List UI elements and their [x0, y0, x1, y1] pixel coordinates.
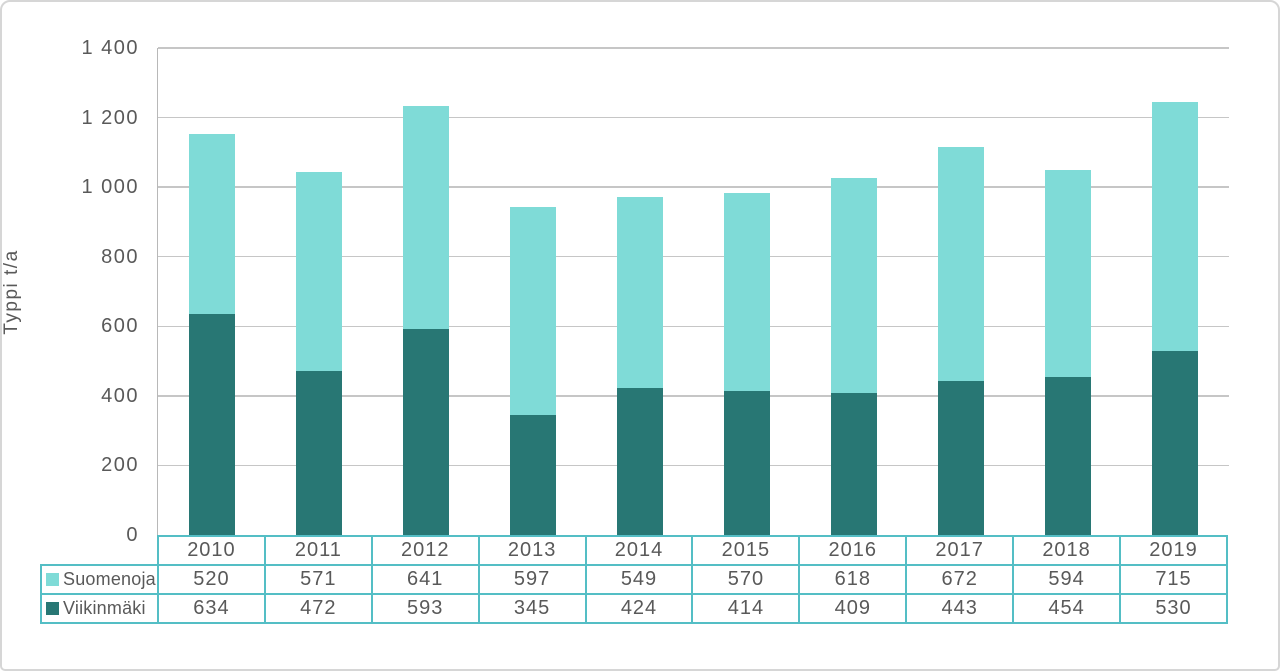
bar-segment-suomenoja-2013 [509, 207, 556, 415]
year-header-cell-2017: 2017 [905, 535, 1015, 566]
bar-column-2017 [908, 48, 1015, 535]
gridline-200 [158, 464, 1229, 467]
plot-area [157, 47, 1229, 535]
value-cell-suomenoja-2013: 597 [477, 564, 587, 595]
value-cell-viikinm-ki-2013: 345 [477, 593, 587, 624]
bar-segment-viikinm-ki-2011 [295, 370, 342, 535]
bar-segment-suomenoja-2016 [831, 177, 878, 393]
bar-segment-viikinm-ki-2012 [402, 328, 449, 535]
table-corner-cell [41, 536, 158, 565]
value-cell-viikinm-ki-2014: 424 [584, 593, 694, 624]
bar-column-2016 [801, 48, 908, 535]
y-tick-label-600: 600 [101, 315, 139, 338]
y-tick-label-1000: 1 000 [81, 176, 139, 199]
gridline-1000 [158, 186, 1229, 188]
bar-segment-suomenoja-2012 [402, 105, 449, 329]
value-cell-suomenoja-2018: 594 [1012, 564, 1122, 595]
value-cell-suomenoja-2019: 715 [1119, 564, 1228, 595]
bar-column-2014 [586, 48, 693, 535]
data-table: 2010 2011 2012 2013 2014 2015 2016 2017 2018 2019… [40, 535, 1228, 624]
bar-column-2015 [693, 48, 800, 535]
table-header-row: 2010 2011 2012 2013 2014 2015 2016 2017 2018 2019 [41, 535, 1228, 566]
y-tick-label-1200: 1 200 [81, 106, 139, 129]
year-header-cell-2011: 2011 [263, 535, 373, 566]
value-cell-viikinm-ki-2012: 593 [370, 593, 480, 624]
value-cell-suomenoja-2010: 520 [157, 564, 266, 595]
value-cell-suomenoja-2011: 571 [263, 564, 373, 595]
year-header-cell-2013: 2013 [477, 535, 587, 566]
y-tick-label-400: 400 [101, 384, 139, 407]
value-cell-viikinm-ki-2018: 454 [1012, 593, 1122, 624]
bar-column-2018 [1015, 48, 1122, 535]
legend-label-suomenoja: Suomenoja [63, 569, 156, 589]
bar-segment-suomenoja-2015 [724, 192, 771, 391]
bar-column-2012 [372, 48, 479, 535]
gridline-400 [158, 395, 1229, 397]
bar-segment-suomenoja-2018 [1045, 170, 1092, 378]
value-cell-suomenoja-2016: 618 [798, 564, 908, 595]
y-tick-label-800: 800 [101, 245, 139, 268]
legend-cell-suomenoja: Suomenoja [40, 564, 159, 595]
value-cell-suomenoja-2017: 672 [905, 564, 1015, 595]
y-tick-label-1400: 1 400 [81, 37, 139, 59]
year-header-cell-2010: 2010 [157, 535, 266, 566]
year-header-cell-2015: 2015 [691, 535, 801, 566]
bar-segment-viikinm-ki-2017 [938, 380, 985, 535]
value-cell-viikinm-ki-2011: 472 [263, 593, 373, 624]
bar-segment-viikinm-ki-2014 [616, 387, 663, 535]
value-cell-viikinm-ki-2016: 409 [798, 593, 908, 624]
value-cell-viikinm-ki-2010: 634 [157, 593, 266, 624]
stacked-bars [158, 48, 1229, 535]
bar-column-2019 [1122, 48, 1229, 535]
value-cell-viikinm-ki-2017: 443 [905, 593, 1015, 624]
legend-label-viikinm-ki: Viikinmäki [63, 598, 146, 618]
legend-swatch-viikinm-ki [46, 602, 59, 615]
bar-segment-viikinm-ki-2010 [188, 314, 235, 535]
gridline-600 [158, 325, 1229, 328]
bar-segment-viikinm-ki-2013 [509, 415, 556, 535]
year-header-cell-2012: 2012 [370, 535, 480, 566]
bar-column-2013 [479, 48, 586, 535]
year-header-cell-2019: 2019 [1119, 535, 1228, 566]
bar-segment-suomenoja-2011 [295, 172, 342, 371]
y-tick-label-200: 200 [101, 454, 139, 477]
bar-segment-suomenoja-2014 [616, 196, 663, 388]
table-row-viikinm-ki: Viikinmäki 634 472 593 345 424 414 409 443 454 530 [40, 593, 1228, 624]
bar-segment-viikinm-ki-2015 [724, 391, 771, 535]
legend-cell-viikinm-ki: Viikinmäki [40, 593, 159, 624]
value-cell-suomenoja-2015: 570 [691, 564, 801, 595]
bar-segment-suomenoja-2017 [938, 147, 985, 381]
y-tick-label-0: 0 [126, 524, 139, 546]
gridline-800 [158, 255, 1229, 258]
year-header-cell-2016: 2016 [798, 535, 908, 566]
year-header-cell-2014: 2014 [584, 535, 694, 566]
value-cell-suomenoja-2012: 641 [370, 564, 480, 595]
bar-segment-viikinm-ki-2016 [831, 392, 878, 535]
y-axis-title: Typpi t/a [1, 249, 22, 335]
year-header-cell-2018: 2018 [1012, 535, 1122, 566]
bar-column-2011 [265, 48, 372, 535]
value-cell-suomenoja-2014: 549 [584, 564, 694, 595]
value-cell-viikinm-ki-2015: 414 [691, 593, 801, 624]
table-row-suomenoja: Suomenoja 520 571 641 597 549 570 618 672 594 715 [40, 564, 1228, 595]
y-axis-tick-labels: 0 200 400 600 800 1 000 1 200 1 400 [2, 37, 139, 546]
bar-segment-viikinm-ki-2018 [1045, 377, 1092, 535]
bar-segment-viikinm-ki-2019 [1152, 350, 1199, 535]
gridline-1400 [158, 47, 1229, 49]
bar-segment-suomenoja-2019 [1152, 101, 1199, 351]
legend-swatch-suomenoja [46, 573, 59, 586]
gridline-1200 [158, 116, 1229, 119]
bar-column-2010 [158, 48, 265, 535]
value-cell-viikinm-ki-2019: 530 [1119, 593, 1228, 624]
bar-segment-suomenoja-2010 [188, 133, 235, 315]
